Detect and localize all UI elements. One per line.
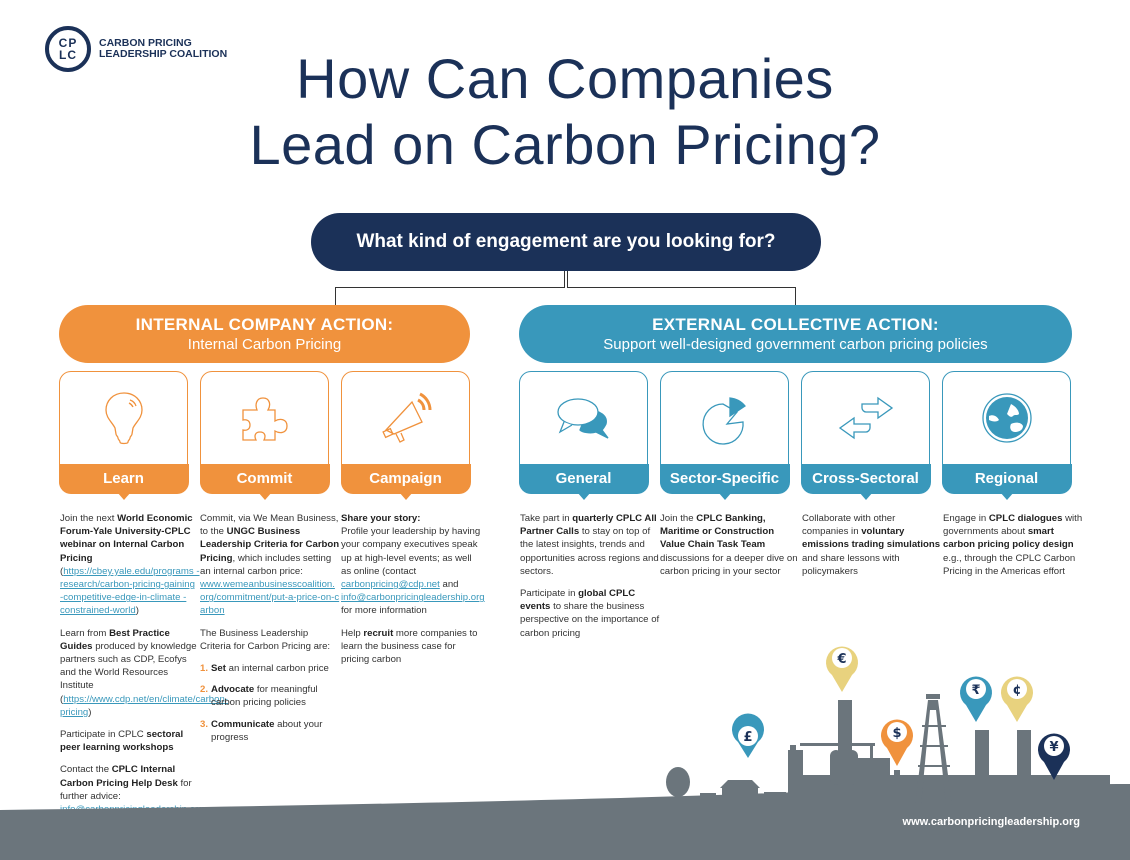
card-general-label: General (518, 463, 649, 494)
learn-webinar-item: Join the next World Economic Forum-Yale … (60, 513, 200, 617)
learn-guides-item: Learn from Best Practice Guides produced… (60, 627, 228, 718)
learn-workshops-item: Participate in CPLC sectoral peer learni… (60, 729, 184, 754)
commit-ungc-item: Commit, via We Mean Business, to the UNG… (200, 513, 340, 617)
card-general: General (518, 371, 649, 500)
logo-name-line1: CARBON PRICING (99, 37, 192, 49)
criteria-item-1: 1. Set an internal carbon price (200, 663, 329, 675)
pound-currency-pin: £ (732, 713, 764, 758)
megaphone-icon (381, 392, 431, 443)
footer-website-link[interactable]: www.carbonpricingleadership.org (902, 816, 1080, 828)
svg-text:$: $ (892, 726, 901, 741)
general-calls-item: Take part in quarterly CPLC All Partner … (520, 513, 659, 577)
cplc-logo-mark: CP LC (45, 26, 91, 72)
lightbulb-icon (104, 392, 143, 445)
svg-text:¢: ¢ (1012, 683, 1021, 698)
exchange-arrows-icon (838, 396, 893, 440)
title-line2: Lead on Carbon Pricing? (249, 113, 881, 176)
sector-specific-description: Join the CPLC Banking, Maritime or Const… (660, 512, 800, 587)
connector-right-vertical (567, 271, 568, 288)
yale-webinar-link[interactable]: https://cbey.yale.edu/programs -research… (60, 565, 200, 617)
external-banner-subtitle: Support well-designed government carbon … (603, 335, 988, 353)
card-sector-specific: Sector-Specific (659, 371, 790, 500)
card-commit: Commit (199, 371, 330, 500)
cross-simulations-item: Collaborate with other companies in volu… (802, 513, 941, 577)
card-cross-sectoral: Cross-Sectoral (800, 371, 931, 500)
connector-right-horizontal (567, 287, 796, 288)
cplc-info-email-link[interactable]: info@carbonpricingleadership.org (341, 592, 485, 604)
svg-text:¥: ¥ (1049, 740, 1058, 755)
globe-icon (981, 393, 1032, 443)
card-cross-sectoral-label: Cross-Sectoral (800, 463, 931, 494)
cdp-carbon-pricing-link[interactable]: https://www.cdp.net/en/climate/carbon-pr… (60, 693, 228, 718)
speech-bubbles-icon (556, 398, 609, 439)
tree-icon (666, 767, 690, 797)
general-events-item: Participate in global CPLC events to sha… (520, 588, 660, 639)
criteria-item-3: 3. Communicate about your progress (200, 718, 323, 743)
connector-left-horizontal (335, 287, 565, 288)
industrial-skyline-illustration: £ € $ ₹ ¢ ¥ (666, 646, 1110, 810)
cplc-logo: CP LC CARBON PRICING LEADERSHIP COALITIO… (45, 26, 227, 72)
external-action-banner: EXTERNAL COLLECTIVE ACTION: Support well… (519, 305, 1072, 363)
connector-right-drop (795, 287, 796, 305)
logo-name-line2: LEADERSHIP COALITION (99, 48, 228, 60)
general-description: Take part in quarterly CPLC All Partner … (520, 512, 660, 649)
campaign-recruit-item: Help recruit more companies to learn the… (341, 627, 478, 666)
connector-left-drop (335, 287, 336, 305)
svg-text:£: £ (743, 730, 752, 745)
dollar-currency-pin: $ (881, 719, 913, 766)
svg-text:€: € (836, 652, 846, 667)
card-regional: Regional (941, 371, 1072, 500)
cent-currency-pin: ¢ (1001, 676, 1033, 722)
card-learn-label: Learn (58, 463, 189, 494)
campaign-story-item: Share your story: Profile your leadershi… (341, 513, 485, 617)
internal-banner-subtitle: Internal Carbon Pricing (187, 335, 342, 353)
card-campaign: Campaign (340, 371, 471, 500)
campaign-description: Share your story: Profile your leadershi… (341, 512, 485, 675)
card-sector-specific-label: Sector-Specific (659, 463, 790, 494)
pie-chart-icon (702, 397, 746, 445)
logo-mark-line2: LC (59, 48, 77, 62)
commit-criteria-intro: The Business Leadership Criteria for Car… (200, 627, 331, 652)
regional-description: Engage in CPLC dialogues with government… (943, 512, 1083, 587)
cross-sectoral-description: Collaborate with other companies in volu… (802, 512, 942, 587)
internal-banner-title: INTERNAL COMPANY ACTION: (135, 314, 394, 334)
card-regional-label: Regional (941, 463, 1072, 494)
external-banner-title: EXTERNAL COLLECTIVE ACTION: (652, 314, 939, 334)
sector-task-team-item: Join the CPLC Banking, Maritime or Const… (660, 513, 798, 577)
learn-description: Join the next World Economic Forum-Yale … (60, 512, 228, 825)
we-mean-business-link[interactable]: www.wemeanbusinesscoalition.org/commitme… (200, 579, 340, 617)
card-learn: Learn (58, 371, 189, 500)
euro-currency-pin: € (826, 646, 858, 692)
connector-left-vertical (564, 271, 565, 288)
logo-mark-line1: CP (58, 36, 78, 50)
page-title: How Can Companies Lead on Carbon Pricing… (0, 46, 1130, 178)
card-commit-label: Commit (199, 463, 330, 494)
rupee-currency-pin: ₹ (960, 676, 992, 722)
title-line1: How Can Companies (296, 47, 834, 110)
internal-action-banner: INTERNAL COMPANY ACTION: Internal Carbon… (59, 305, 470, 363)
regional-dialogues-item: Engage in CPLC dialogues with government… (943, 513, 1083, 577)
logo-wordmark: CARBON PRICING LEADERSHIP COALITION (99, 38, 227, 60)
cdp-email-link[interactable]: carbonpricing@cdp.net (341, 579, 440, 591)
yen-currency-pin: ¥ (1038, 733, 1070, 780)
commit-description: Commit, via We Mean Business, to the UNG… (200, 512, 340, 752)
svg-text:₹: ₹ (971, 683, 980, 698)
engagement-question: What kind of engagement are you looking … (311, 213, 821, 271)
criteria-item-2: 2. Advocate for meaningful carbon pricin… (200, 684, 318, 709)
card-campaign-label: Campaign (340, 463, 471, 494)
puzzle-piece-icon (241, 397, 288, 441)
